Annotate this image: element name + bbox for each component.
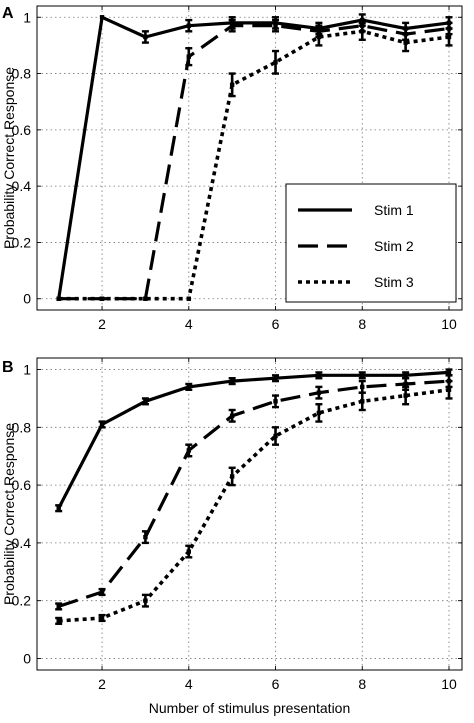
- y-tick-label: 0.4: [12, 535, 32, 551]
- data-point: [446, 370, 452, 375]
- data-point: [186, 23, 191, 28]
- x-tick-label: 4: [185, 676, 193, 692]
- data-point: [403, 373, 408, 378]
- y-tick-label: 0: [23, 650, 31, 666]
- x-tick-label: 2: [98, 676, 106, 692]
- series-line: [57, 370, 450, 509]
- data-point: [56, 506, 61, 511]
- data-point: [99, 296, 105, 301]
- data-point: [186, 296, 191, 301]
- data-point: [360, 384, 365, 390]
- x-tick-label: 8: [358, 676, 366, 692]
- axes-frame: [36, 357, 463, 671]
- data-point: [143, 399, 148, 404]
- data-point: [186, 448, 191, 453]
- y-tick-label: 0.2: [12, 593, 32, 609]
- y-tick-label: 1: [23, 9, 31, 25]
- plot-area: [37, 358, 462, 670]
- y-tick-label: 0.2: [12, 234, 32, 250]
- data-point: [229, 82, 235, 88]
- axes-frame: [36, 5, 463, 311]
- data-point: [360, 29, 365, 34]
- legend-box: [285, 183, 457, 303]
- data-point: [316, 410, 322, 416]
- legend-entry: Stim 2: [374, 238, 414, 254]
- data-point: [229, 413, 235, 418]
- y-axis-label: Probability Correct Response: [1, 67, 17, 249]
- data-point: [360, 373, 365, 378]
- data-point: [99, 589, 105, 595]
- data-point: [56, 296, 61, 301]
- series-3: [56, 21, 453, 301]
- data-point: [186, 384, 191, 390]
- series-3: [55, 379, 453, 625]
- y-axis-label: Probability Correct Response: [1, 423, 17, 605]
- data-point: [403, 381, 408, 387]
- x-tick-label: 6: [272, 316, 280, 332]
- data-point: [143, 598, 148, 603]
- data-point: [143, 296, 148, 301]
- data-point: [56, 618, 61, 624]
- data-point: [403, 393, 408, 398]
- data-point: [273, 376, 278, 381]
- series-line: [58, 388, 450, 623]
- y-tick-label: 0: [23, 291, 31, 307]
- data-point: [186, 54, 191, 59]
- series-line: [57, 15, 450, 299]
- data-point: [316, 373, 322, 378]
- data-point: [229, 474, 235, 479]
- data-point: [360, 399, 365, 404]
- data-point: [99, 422, 105, 427]
- series-1: [55, 368, 453, 513]
- data-point: [186, 549, 191, 554]
- y-tick-label: 0.8: [12, 419, 32, 435]
- y-tick-label: 0.6: [12, 122, 32, 138]
- data-point: [446, 387, 452, 392]
- panel-a: 2 4 6 8 10 0 0.2 0.4 0.6 0.8 1A Probability Correct…: [1, 5, 463, 332]
- data-point: [446, 34, 452, 40]
- series-line: [58, 379, 450, 608]
- data-point: [273, 23, 278, 28]
- data-point: [403, 40, 408, 45]
- legend-entry: Stim 3: [374, 274, 414, 290]
- x-tick-label: 6: [272, 676, 280, 692]
- data-point: [273, 433, 278, 439]
- panel-label: A: [2, 5, 14, 22]
- series-2: [55, 374, 453, 611]
- y-tick-label: 1: [23, 362, 31, 378]
- data-point: [99, 615, 105, 621]
- series-line: [58, 29, 450, 301]
- data-point: [143, 34, 148, 40]
- data-point: [316, 390, 322, 395]
- legend-entry: Stim 1: [374, 202, 414, 218]
- x-axis-label: Number of stimulus presentation: [149, 700, 351, 716]
- data-point: [316, 34, 322, 40]
- data-point: [229, 23, 235, 28]
- y-tick-label: 0.6: [12, 477, 32, 493]
- panel-label: B: [2, 359, 14, 376]
- data-point: [229, 378, 235, 384]
- x-tick-label: 8: [358, 316, 366, 332]
- y-tick-label: 0.4: [12, 178, 32, 194]
- panel-b: 2 4 6 8 10 0 0.2 0.4 0.6 0.8 1B Probability Correct…: [1, 357, 463, 716]
- data-point: [56, 604, 61, 609]
- data-point: [273, 60, 278, 65]
- x-tick-label: 4: [185, 316, 193, 332]
- y-tick-label: 0.8: [12, 66, 32, 82]
- legend: Stim 1 Stim 2 Stim 3: [285, 183, 457, 303]
- data-point: [99, 15, 105, 20]
- data-point: [143, 534, 148, 540]
- x-tick-label: 2: [98, 316, 106, 332]
- data-point: [273, 399, 278, 404]
- x-tick-label: 10: [441, 676, 457, 692]
- x-tick-label: 10: [441, 316, 457, 332]
